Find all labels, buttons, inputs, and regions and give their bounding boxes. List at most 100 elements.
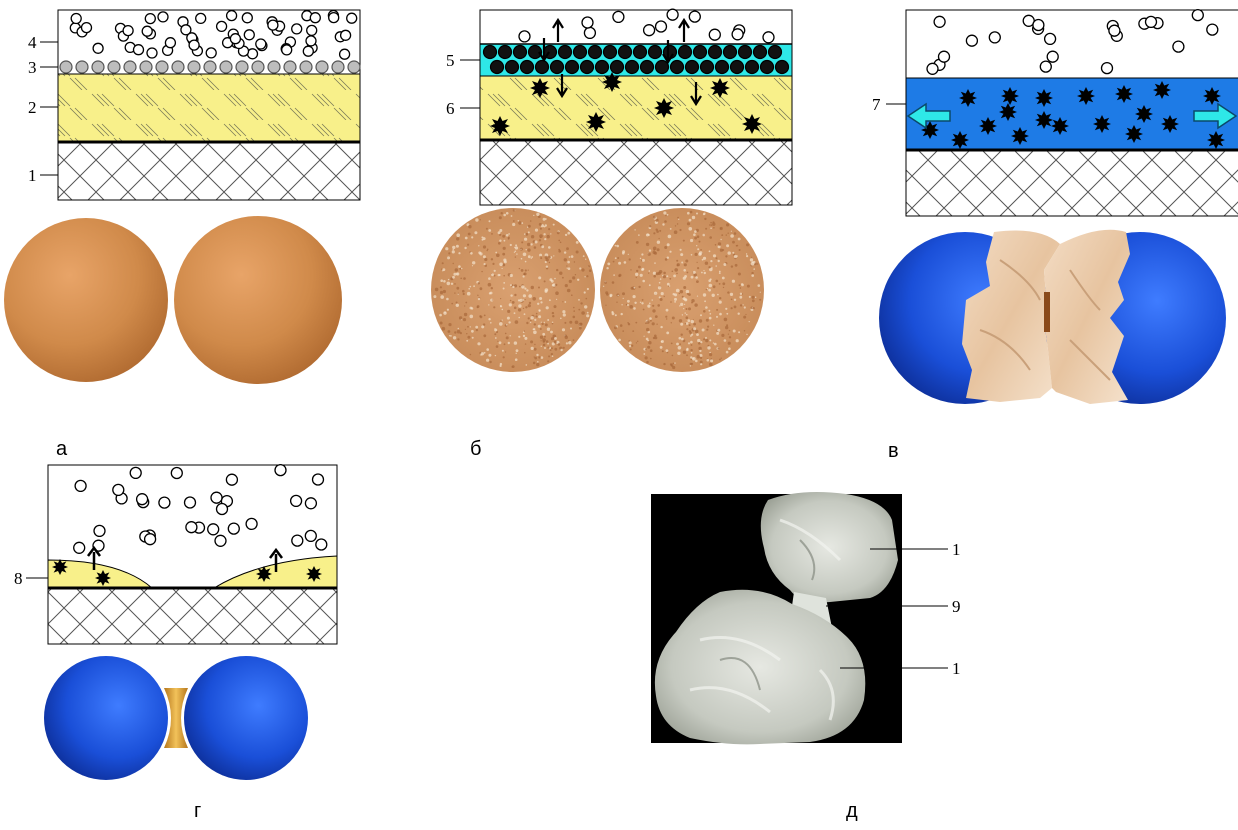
substrate-a	[57, 141, 361, 201]
label-7: 7	[872, 95, 881, 114]
gas-bubble	[170, 466, 183, 480]
crystal-grain-bottom	[654, 589, 866, 745]
gas-bubble	[74, 479, 87, 493]
adsorbed-particle	[283, 60, 297, 74]
dark-particle	[692, 44, 708, 60]
dark-particle	[617, 44, 633, 60]
arrow-icon	[556, 74, 568, 99]
gas-bubble	[141, 25, 153, 37]
gas-bubble	[965, 34, 979, 47]
adsorbed-particle	[315, 60, 329, 74]
gas-bubble	[243, 29, 255, 41]
dark-particle	[714, 59, 730, 75]
label-1: 1	[28, 166, 37, 185]
arrow-left-icon	[906, 102, 951, 130]
adsorbed-particle	[187, 60, 201, 74]
gas-bubbles-b	[518, 8, 775, 44]
dark-particle	[624, 59, 640, 75]
gas-bubble	[305, 35, 317, 47]
dark-particle	[572, 44, 588, 60]
gas-bubble	[309, 12, 321, 24]
gas-bubble	[612, 10, 625, 24]
gas-bubbles-a	[69, 9, 358, 60]
gas-bubble	[164, 37, 177, 49]
label-d-1-top: 1	[952, 540, 961, 559]
gas-bubble	[158, 496, 171, 509]
gas-bubble	[144, 12, 156, 25]
adsorbed-particle	[347, 60, 361, 74]
gas-bubble	[255, 38, 267, 50]
gas-bubble	[581, 16, 594, 29]
gas-bubble	[666, 8, 679, 21]
adsorbed-particle	[331, 60, 345, 74]
dark-particle	[647, 44, 663, 60]
gas-bubble	[143, 533, 157, 546]
dark-particle	[512, 44, 528, 60]
gas-bubble	[214, 534, 227, 547]
adsorbed-particle	[203, 60, 217, 74]
gas-bubble	[112, 483, 125, 497]
dark-particle	[699, 59, 715, 75]
gas-bubble	[1032, 18, 1045, 32]
label-8: 8	[14, 569, 23, 588]
gas-bubble	[762, 31, 775, 44]
gas-bubble	[1144, 15, 1158, 29]
dark-particle	[774, 59, 790, 75]
arrow-icon	[678, 17, 690, 42]
gas-bubble	[339, 29, 352, 41]
gas-bubble	[731, 28, 744, 41]
dark-particle	[534, 59, 550, 75]
label-2: 2	[28, 98, 37, 117]
gas-bubble	[183, 496, 197, 509]
arrow-icon	[552, 17, 564, 42]
gas-bubble	[122, 24, 134, 37]
gas-bubble	[1039, 60, 1052, 73]
gas-bubble	[1191, 8, 1204, 22]
cut-section-right	[1044, 229, 1130, 404]
gas-bubble	[1108, 24, 1121, 37]
gas-bubble	[215, 502, 229, 516]
dark-particle	[767, 44, 783, 60]
dark-particle	[549, 59, 565, 75]
dark-particle	[579, 59, 595, 75]
gas-bubble	[129, 466, 142, 480]
adsorbed-particle	[267, 60, 281, 74]
bronze-sphere-left	[4, 218, 168, 382]
adsorbed-particles-a	[59, 60, 361, 74]
gas-bubble	[274, 463, 287, 477]
dark-particle	[564, 59, 580, 75]
gas-bubble	[291, 534, 304, 547]
dark-particle	[519, 59, 535, 75]
gas-bubble	[1172, 40, 1185, 53]
gas-bubble	[1206, 23, 1219, 36]
contact-bridge-v	[1044, 292, 1050, 332]
gas-bubble	[225, 9, 238, 22]
bronze-sphere-right	[174, 216, 342, 384]
panel-d-photo: 1 9 1	[651, 492, 961, 745]
gas-bubble	[80, 21, 93, 34]
gas-bubble	[185, 521, 198, 534]
gas-bubble	[302, 45, 314, 57]
adsorbed-particle	[123, 60, 137, 74]
arrow-right-icon	[1193, 102, 1238, 130]
adsorbed-particle	[75, 60, 89, 74]
gas-bubble	[195, 12, 207, 25]
gas-bubble	[132, 44, 145, 56]
dark-particle	[482, 44, 498, 60]
cut-section-left	[962, 230, 1060, 402]
caption-g: г	[194, 800, 202, 822]
gas-bubble	[926, 62, 939, 75]
label-d-1-bottom: 1	[952, 659, 961, 678]
dark-particle	[744, 59, 760, 75]
gas-bubble	[518, 30, 531, 43]
arrows-b	[538, 17, 702, 107]
adsorbed-particle	[91, 60, 105, 74]
dark-particle	[639, 59, 655, 75]
gas-bubble	[180, 24, 192, 36]
adsorbed-particle	[139, 60, 153, 74]
panel-b: 5 6	[431, 8, 793, 372]
dark-particle	[602, 44, 618, 60]
gas-bubble	[642, 24, 656, 37]
dark-particle	[489, 59, 505, 75]
